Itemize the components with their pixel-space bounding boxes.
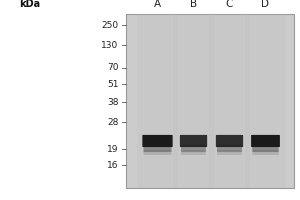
Text: 250: 250: [101, 21, 118, 29]
FancyBboxPatch shape: [217, 144, 242, 152]
FancyBboxPatch shape: [181, 144, 206, 152]
FancyBboxPatch shape: [144, 144, 172, 152]
Text: 51: 51: [107, 80, 118, 89]
Bar: [126, 14, 294, 188]
Text: A: A: [154, 0, 161, 9]
Text: C: C: [226, 0, 233, 9]
Text: 38: 38: [107, 98, 118, 107]
Text: B: B: [190, 0, 197, 9]
Bar: [245, 14, 286, 188]
Text: kDa: kDa: [20, 0, 40, 9]
FancyBboxPatch shape: [180, 135, 207, 147]
Bar: [209, 14, 250, 188]
Bar: [137, 14, 178, 188]
FancyBboxPatch shape: [252, 150, 279, 155]
FancyBboxPatch shape: [251, 135, 280, 147]
FancyBboxPatch shape: [142, 135, 173, 147]
Text: 16: 16: [107, 160, 118, 170]
FancyBboxPatch shape: [252, 144, 279, 152]
Text: D: D: [262, 0, 269, 9]
FancyBboxPatch shape: [217, 150, 242, 155]
FancyBboxPatch shape: [144, 150, 172, 155]
Text: 19: 19: [107, 144, 118, 154]
Text: 28: 28: [107, 118, 118, 127]
Text: 70: 70: [107, 64, 118, 72]
FancyBboxPatch shape: [216, 135, 243, 147]
Text: 130: 130: [101, 40, 118, 49]
FancyBboxPatch shape: [181, 150, 206, 155]
Bar: [173, 14, 214, 188]
